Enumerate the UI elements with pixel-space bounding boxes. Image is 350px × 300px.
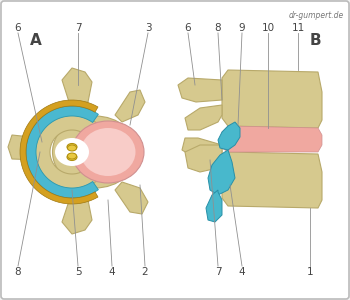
Polygon shape	[34, 114, 97, 190]
Text: A: A	[30, 33, 42, 48]
Text: 7: 7	[75, 23, 81, 33]
Polygon shape	[222, 152, 322, 208]
Text: 1: 1	[307, 267, 313, 277]
Polygon shape	[26, 106, 98, 198]
Text: dr-gumpert.de: dr-gumpert.de	[289, 11, 344, 20]
Polygon shape	[208, 150, 235, 195]
Text: 8: 8	[15, 267, 21, 277]
Text: 7: 7	[215, 267, 221, 277]
Polygon shape	[62, 198, 92, 234]
Polygon shape	[218, 122, 240, 150]
Polygon shape	[185, 145, 222, 172]
Polygon shape	[115, 182, 148, 214]
Polygon shape	[222, 70, 322, 128]
Ellipse shape	[62, 145, 82, 159]
Ellipse shape	[55, 138, 89, 166]
Text: 4: 4	[109, 267, 115, 277]
Polygon shape	[222, 126, 322, 152]
Polygon shape	[178, 78, 222, 102]
Polygon shape	[8, 135, 48, 160]
Polygon shape	[185, 105, 222, 130]
Text: 5: 5	[75, 267, 81, 277]
Text: 11: 11	[291, 23, 304, 33]
Ellipse shape	[68, 145, 77, 151]
Polygon shape	[182, 138, 222, 160]
Text: 4: 4	[239, 267, 245, 277]
Polygon shape	[62, 68, 92, 105]
Text: B: B	[310, 33, 322, 48]
Text: 10: 10	[261, 23, 274, 33]
Ellipse shape	[67, 154, 77, 160]
Polygon shape	[206, 190, 222, 222]
Polygon shape	[20, 100, 98, 204]
Text: 3: 3	[145, 23, 151, 33]
Polygon shape	[115, 90, 145, 122]
Ellipse shape	[80, 128, 135, 176]
Text: 9: 9	[239, 23, 245, 33]
Text: 8: 8	[215, 23, 221, 33]
Text: 2: 2	[142, 267, 148, 277]
Ellipse shape	[52, 116, 138, 188]
Text: 6: 6	[185, 23, 191, 33]
Ellipse shape	[67, 143, 77, 151]
Text: 6: 6	[15, 23, 21, 33]
Ellipse shape	[72, 121, 144, 183]
Ellipse shape	[68, 153, 77, 159]
